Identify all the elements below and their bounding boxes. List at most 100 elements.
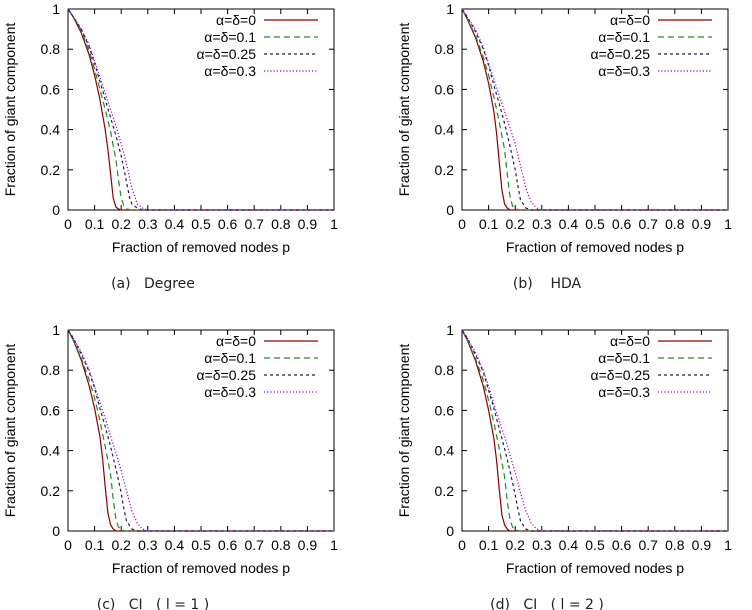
y-tick-label: 0.2 xyxy=(435,483,455,499)
y-tick-label: 0.4 xyxy=(435,443,455,459)
series-line-2 xyxy=(67,329,334,532)
x-tick-label: 0.8 xyxy=(665,537,685,553)
legend-label: α=δ=0.3 xyxy=(598,63,650,79)
legend-label: α=δ=0.3 xyxy=(598,384,650,400)
y-tick-label: 1 xyxy=(52,322,60,338)
x-tick-label: 0.9 xyxy=(298,216,318,232)
x-tick-label: 0.1 xyxy=(479,216,499,232)
chart-panel-0: 0 0.1 0.2 0.3 0.4 0.5 0.6 0.7 0.8 0.9 1 0 0.2 0.4 0.6 0… xyxy=(2,1,338,292)
x-tick-label: 0.9 xyxy=(298,537,318,553)
legend-label: α=δ=0.25 xyxy=(197,46,257,62)
y-tick-label: 0.8 xyxy=(435,362,455,378)
x-tick-label: 0.5 xyxy=(585,216,605,232)
y-tick-label: 0.4 xyxy=(41,443,61,459)
series-line-0 xyxy=(461,329,728,532)
x-tick-label: 0 xyxy=(64,216,72,232)
x-tick-label: 0.9 xyxy=(692,537,712,553)
y-tick-label: 0.4 xyxy=(435,122,455,138)
x-tick-label: 0.7 xyxy=(244,216,264,232)
x-tick-label: 1 xyxy=(724,537,732,553)
y-axis-label: Fraction of giant component xyxy=(396,344,412,518)
x-tick-label: 0.1 xyxy=(85,537,105,553)
y-tick-label: 1 xyxy=(446,1,454,17)
legend-label: α=δ=0.1 xyxy=(204,29,256,45)
legend-label: α=δ=0.1 xyxy=(204,350,256,366)
x-tick-label: 0.6 xyxy=(612,537,632,553)
x-tick-label: 0.2 xyxy=(111,216,131,232)
y-tick-label: 0 xyxy=(446,202,454,218)
x-tick-label: 1 xyxy=(330,537,338,553)
series-line-1 xyxy=(67,8,334,211)
x-tick-label: 0.3 xyxy=(138,216,158,232)
x-tick-label: 0.2 xyxy=(111,537,131,553)
x-tick-label: 0.6 xyxy=(612,216,632,232)
y-tick-label: 0.2 xyxy=(41,483,61,499)
series-line-3 xyxy=(461,8,728,211)
legend-label: α=δ=0.3 xyxy=(204,384,256,400)
panel-caption: (d) CI ( l = 2 ) xyxy=(490,597,604,610)
series-line-1 xyxy=(461,329,728,532)
legend-label: α=δ=0 xyxy=(216,12,256,28)
panel-caption: (a) Degree xyxy=(111,276,195,292)
x-tick-label: 0.6 xyxy=(218,216,238,232)
x-tick-label: 0.4 xyxy=(165,537,185,553)
y-tick-label: 0.8 xyxy=(435,41,455,57)
x-tick-label: 0.2 xyxy=(505,216,525,232)
x-tick-label: 0.3 xyxy=(138,537,158,553)
x-tick-label: 0.7 xyxy=(638,537,658,553)
legend-label: α=δ=0 xyxy=(610,333,650,349)
x-tick-label: 1 xyxy=(724,216,732,232)
x-tick-label: 0.4 xyxy=(559,537,579,553)
x-tick-label: 0.3 xyxy=(532,537,552,553)
x-tick-label: 0 xyxy=(458,537,466,553)
series-line-2 xyxy=(461,329,728,532)
x-tick-label: 0.5 xyxy=(585,537,605,553)
y-tick-label: 0.6 xyxy=(435,81,455,97)
y-axis-label: Fraction of giant component xyxy=(2,23,18,197)
series-line-0 xyxy=(461,8,728,211)
x-axis-label: Fraction of removed nodes p xyxy=(506,239,684,255)
legend-label: α=δ=0.25 xyxy=(591,367,651,383)
y-axis-label: Fraction of giant component xyxy=(396,23,412,197)
y-tick-label: 0.6 xyxy=(41,81,61,97)
x-tick-label: 0.4 xyxy=(559,216,579,232)
legend-label: α=δ=0 xyxy=(610,12,650,28)
x-tick-label: 0.1 xyxy=(479,537,499,553)
x-tick-label: 0.5 xyxy=(191,537,211,553)
chart-panel-3: 0 0.1 0.2 0.3 0.4 0.5 0.6 0.7 0.8 0.9 1 0 0.2 0.4 0.6 0… xyxy=(396,322,732,610)
x-tick-label: 0.6 xyxy=(218,537,238,553)
plot-frame xyxy=(67,329,335,532)
x-axis-label: Fraction of removed nodes p xyxy=(112,560,290,576)
plot-frame xyxy=(461,8,729,211)
chart-panel-2: 0 0.1 0.2 0.3 0.4 0.5 0.6 0.7 0.8 0.9 1 0 0.2 0.4 0.6 0… xyxy=(2,322,338,610)
series-line-3 xyxy=(461,329,728,532)
y-tick-label: 1 xyxy=(446,322,454,338)
x-tick-label: 0.7 xyxy=(638,216,658,232)
y-tick-label: 0 xyxy=(446,523,454,539)
series-line-2 xyxy=(461,8,728,211)
legend-label: α=δ=0.1 xyxy=(598,350,650,366)
legend-label: α=δ=0.1 xyxy=(598,29,650,45)
series-line-1 xyxy=(67,329,334,532)
series-line-3 xyxy=(67,329,334,532)
legend-label: α=δ=0 xyxy=(216,333,256,349)
plot-frame xyxy=(461,329,729,532)
x-tick-label: 0 xyxy=(64,537,72,553)
y-tick-label: 0.4 xyxy=(41,122,61,138)
x-tick-label: 0.3 xyxy=(532,216,552,232)
y-tick-label: 0.2 xyxy=(435,162,455,178)
x-tick-label: 0.8 xyxy=(271,216,291,232)
series-line-3 xyxy=(67,8,334,211)
x-tick-label: 0.2 xyxy=(505,537,525,553)
x-tick-label: 1 xyxy=(330,216,338,232)
y-tick-label: 0 xyxy=(52,523,60,539)
y-tick-label: 0.8 xyxy=(41,41,61,57)
x-tick-label: 0.1 xyxy=(85,216,105,232)
y-tick-label: 1 xyxy=(52,1,60,17)
x-tick-label: 0 xyxy=(458,216,466,232)
x-axis-label: Fraction of removed nodes p xyxy=(506,560,684,576)
series-line-2 xyxy=(67,8,334,211)
x-tick-label: 0.8 xyxy=(665,216,685,232)
y-tick-label: 0 xyxy=(52,202,60,218)
